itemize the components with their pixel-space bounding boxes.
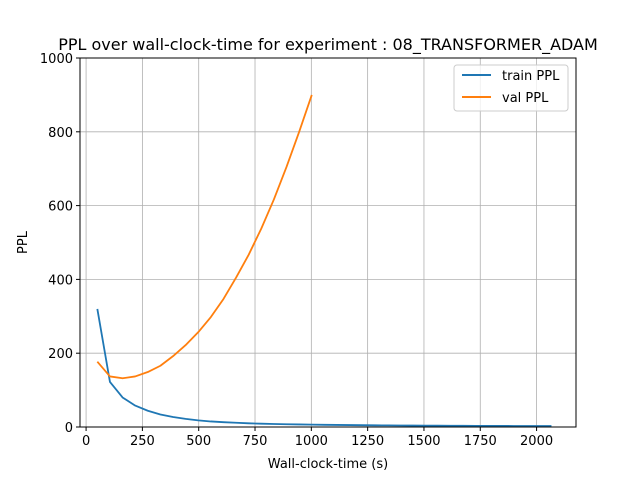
axis-ticks: 0 250 500 750 1000 1250 1500 1750 2000 0 200 400 600… — [40, 52, 553, 449]
x-tick-label: 250 — [130, 434, 155, 449]
plot-series — [96, 94, 552, 427]
legend-label-val: val PPL — [502, 91, 549, 106]
series-line-train-ppl — [96, 308, 552, 427]
y-tick-label: 1000 — [40, 52, 73, 67]
legend: train PPL val PPL — [453, 64, 569, 112]
series-line-val-ppl — [96, 94, 313, 380]
x-tick-label: 0 — [82, 434, 90, 449]
y-tick-label: 200 — [48, 347, 73, 362]
x-tick-label: 500 — [186, 434, 211, 449]
plot-frame — [79, 57, 577, 428]
y-axis-label: PPL — [16, 230, 31, 254]
chart-title: PPL over wall-clock-time for experiment … — [58, 35, 598, 55]
grid-lines — [80, 57, 576, 428]
x-tick-label: 1000 — [295, 434, 328, 449]
legend-label-train: train PPL — [502, 69, 560, 84]
x-tick-label: 750 — [243, 434, 268, 449]
x-tick-label: 1500 — [407, 434, 440, 449]
x-tick-label: 1250 — [351, 434, 384, 449]
x-axis-label: Wall-clock-time (s) — [268, 457, 388, 472]
x-tick-label: 1750 — [464, 434, 497, 449]
y-tick-label: 800 — [48, 126, 73, 141]
y-tick-label: 600 — [48, 200, 73, 215]
y-tick-label: 0 — [65, 421, 73, 436]
legend-box — [453, 64, 569, 112]
y-tick-label: 400 — [48, 273, 73, 288]
x-tick-label: 2000 — [520, 434, 553, 449]
